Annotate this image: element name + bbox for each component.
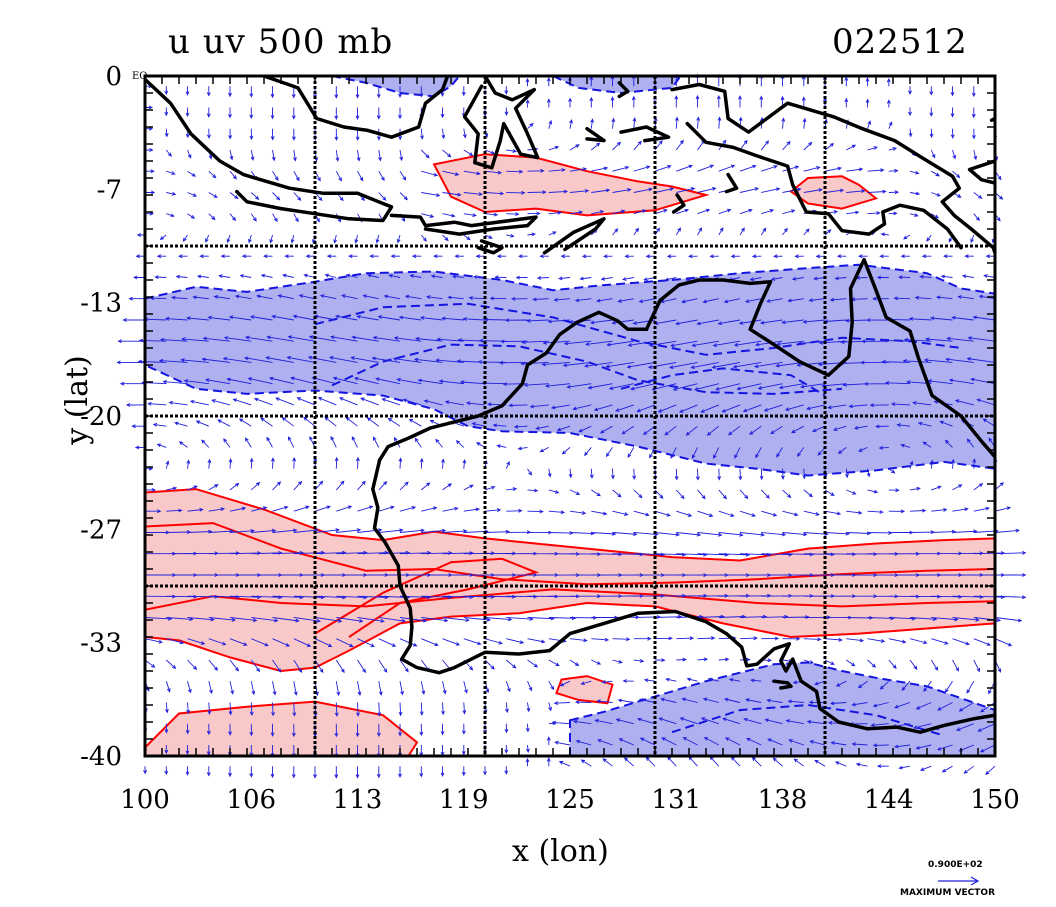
positive-fill-region	[791, 176, 876, 209]
y-tick-label: -33	[80, 629, 122, 659]
positive-fill-region	[434, 154, 706, 216]
coastline	[389, 213, 538, 236]
negative-fill-region	[332, 76, 460, 97]
negative-contour	[145, 263, 995, 477]
grid-layer	[145, 76, 995, 756]
x-tick-label: 125	[545, 785, 595, 815]
coastline	[371, 310, 995, 734]
coastline	[542, 217, 606, 255]
plot-title: u uv 500 mb	[168, 22, 394, 62]
coastline	[670, 82, 995, 255]
positive-contour	[555, 675, 614, 705]
x-tick-label: 113	[333, 785, 383, 815]
x-tick-label: 150	[970, 785, 1020, 815]
plot-frame	[143, 74, 997, 758]
coastline	[617, 81, 630, 99]
negative-fill-region	[570, 662, 995, 756]
positive-fill-region	[145, 701, 417, 756]
negative-contour	[314, 302, 962, 356]
coastline-layer	[145, 76, 995, 734]
x-tick-labels: 100 106 113 119 125 131 138 144 150	[120, 785, 1020, 815]
coastline	[685, 121, 963, 250]
reference-vector-value: 0.900E+02	[928, 860, 983, 870]
y-tick-labels: 0 -7 -13 -20 -27 -33 -40 EQ	[80, 62, 147, 772]
x-tick-label: 138	[758, 785, 808, 815]
coastline	[671, 193, 686, 214]
negative-fill-region	[145, 264, 995, 476]
y-axis-label: y (lat)	[60, 355, 95, 445]
y-tick-label: -7	[97, 175, 122, 205]
plot-date-code: 022512	[832, 22, 968, 62]
positive-contour	[789, 175, 879, 210]
x-tick-label: 131	[651, 785, 701, 815]
negative-fill-region	[553, 76, 681, 93]
coastline	[462, 76, 540, 170]
negative-contour	[620, 367, 826, 397]
x-tick-label: 106	[226, 785, 276, 815]
y-tick-label: -40	[80, 742, 122, 772]
wind-vector-layer	[116, 73, 1027, 779]
x-tick-label: 144	[864, 785, 914, 815]
y-tick-label: -20	[80, 402, 122, 432]
coastline	[585, 126, 606, 143]
coastline	[619, 125, 671, 143]
reference-arrow	[938, 876, 980, 886]
positive-fill-region	[145, 489, 995, 671]
negative-contour	[671, 703, 945, 737]
y-tick-suffix: EQ	[132, 71, 148, 82]
minor-ticks	[144, 75, 996, 757]
reference-vector-arrow	[938, 876, 980, 886]
y-tick-label: -13	[80, 289, 122, 319]
coastline	[145, 77, 394, 223]
y-tick-label: 0	[105, 62, 122, 92]
positive-contour	[145, 522, 995, 586]
positive-contour	[314, 557, 540, 638]
positive-contour	[145, 700, 419, 756]
coastline	[772, 679, 793, 690]
coastline	[967, 159, 995, 185]
positive-contour	[145, 488, 995, 673]
x-tick-label: 119	[439, 785, 489, 815]
positive-fill-region	[556, 676, 613, 704]
x-axis-label: x (lon)	[512, 834, 609, 869]
x-tick-label: 100	[120, 785, 170, 815]
positive-contour	[145, 588, 995, 611]
y-tick-label: -27	[80, 515, 122, 545]
coastline	[476, 239, 504, 255]
coastline	[644, 257, 995, 459]
reference-vector-label: MAXIMUM VECTOR	[900, 888, 996, 898]
coastline	[262, 76, 450, 139]
shaded-fill-layer	[145, 76, 995, 756]
wind-vectors	[116, 73, 1027, 779]
coastline	[724, 172, 739, 194]
